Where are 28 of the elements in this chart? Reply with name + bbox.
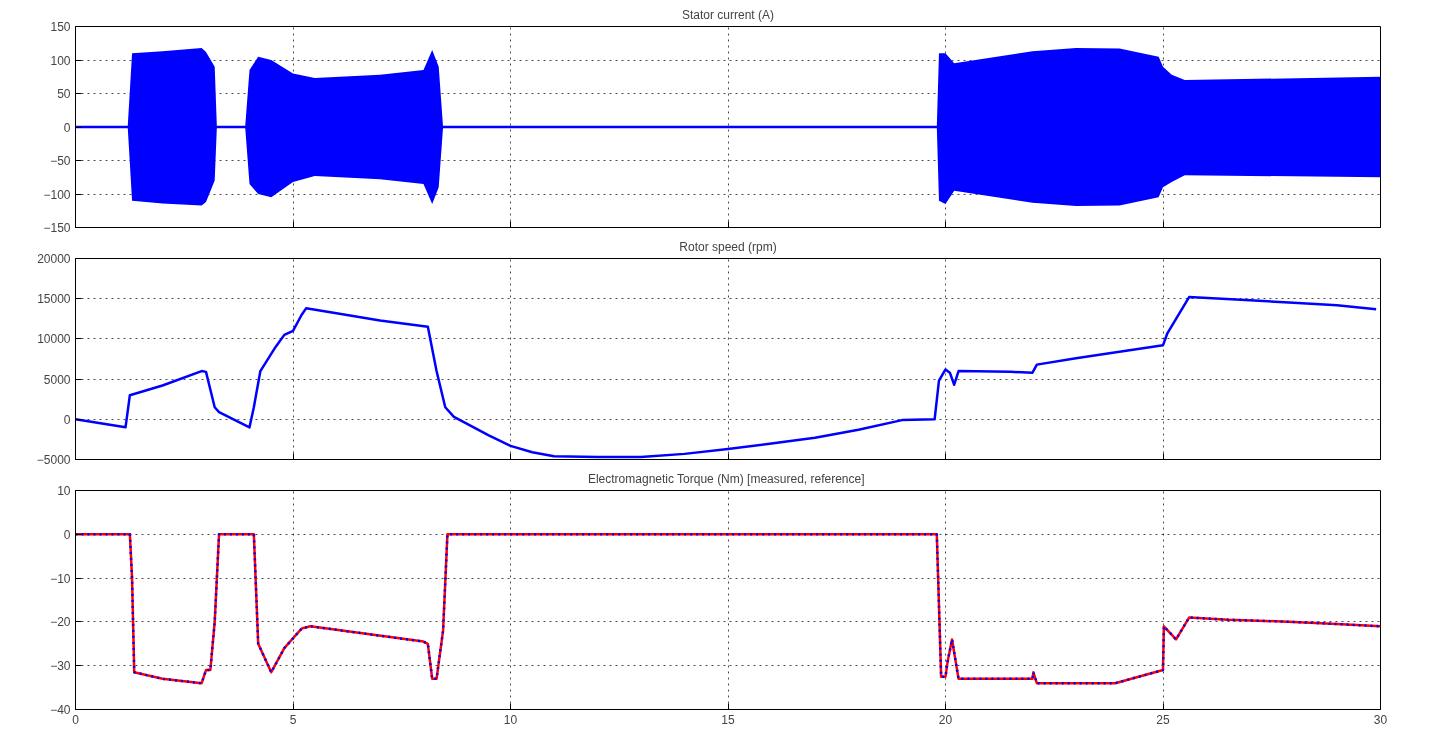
y-tick-label: −5000	[36, 453, 71, 467]
chart-title: Stator current (A)	[681, 7, 775, 22]
x-tick-label: 25	[1156, 712, 1170, 727]
y-tick-label: −150	[43, 221, 71, 235]
x-tick-label: 5	[289, 712, 297, 727]
y-tick-label: −50	[50, 154, 71, 168]
x-tick-label: 20	[938, 712, 953, 727]
y-tick-label: −10	[50, 571, 71, 586]
chart-title: Electromagnetic Torque (Nm) [measured, reference]	[587, 471, 865, 486]
x-tick-label: 15	[721, 712, 735, 727]
chart-title: Rotor speed (rpm)	[679, 239, 777, 254]
y-tick-label: −20	[50, 615, 71, 630]
y-tick-label: 150	[50, 20, 71, 34]
y-tick-label: −100	[43, 187, 71, 202]
y-tick-label: 100	[50, 53, 71, 68]
y-tick-label: 20000	[37, 252, 71, 266]
x-tick-label: 30	[1373, 712, 1388, 727]
y-tick-label: 50	[57, 87, 71, 101]
y-tick-label: 10	[57, 484, 71, 498]
y-tick-label: −40	[50, 703, 71, 717]
y-tick-label: 0	[63, 120, 71, 135]
y-tick-label: 0	[63, 527, 71, 542]
x-tick-label: 10	[503, 712, 518, 727]
y-tick-label: −30	[50, 659, 71, 674]
y-tick-label: 10000	[37, 332, 71, 347]
y-tick-label: 5000	[43, 372, 71, 387]
y-tick-label: 0	[63, 412, 71, 427]
y-tick-label: 15000	[37, 292, 71, 307]
